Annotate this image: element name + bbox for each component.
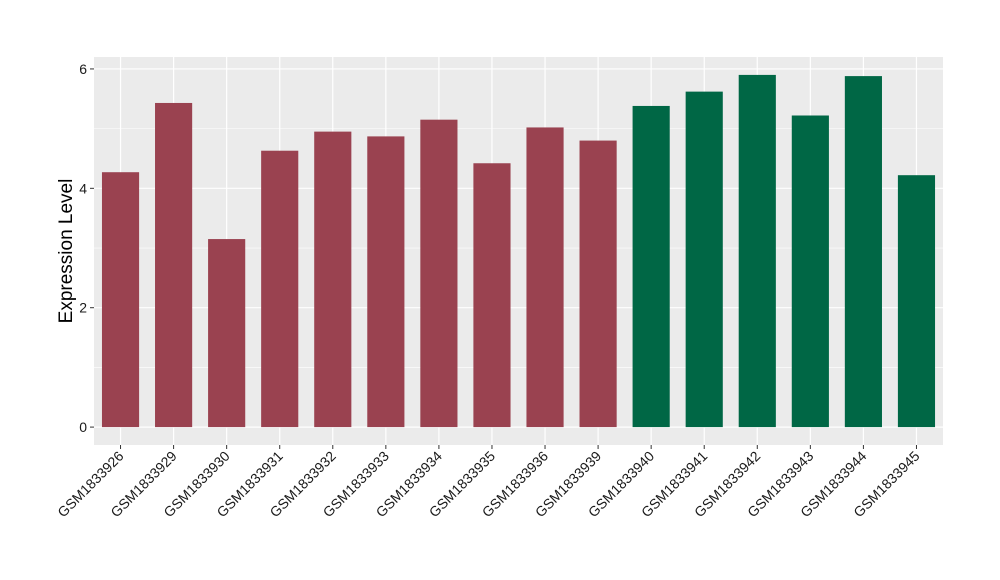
- y-axis: 0 2 4 6: [79, 61, 94, 435]
- bar-GSM1833940: [632, 105, 670, 428]
- bar-GSM1833926: [101, 172, 140, 428]
- bar-GSM1833942: [738, 74, 776, 428]
- bar-GSM1833933: [367, 136, 405, 428]
- bar-GSM1833935: [473, 163, 511, 428]
- bars: [101, 74, 936, 428]
- bar-GSM1833930: [208, 239, 246, 428]
- bar-GSM1833945: [897, 175, 936, 428]
- y-tick-label: 2: [79, 300, 87, 316]
- bar-GSM1833939: [579, 140, 617, 428]
- y-tick-label: 6: [79, 61, 87, 77]
- y-tick-label: 4: [79, 180, 87, 196]
- bar-GSM1833932: [314, 131, 352, 428]
- bar-GSM1833929: [155, 102, 193, 428]
- bar-GSM1833944: [844, 76, 882, 428]
- bar-GSM1833936: [526, 127, 564, 428]
- bar-GSM1833931: [261, 150, 299, 428]
- y-axis-title: Expression Level: [56, 179, 77, 324]
- bar-GSM1833943: [791, 115, 829, 428]
- bar-GSM1833934: [420, 119, 458, 428]
- x-axis: GSM1833926GSM1833929GSM1833930GSM1833931…: [54, 445, 923, 520]
- y-tick-label: 0: [79, 419, 87, 435]
- bar-GSM1833941: [685, 91, 723, 428]
